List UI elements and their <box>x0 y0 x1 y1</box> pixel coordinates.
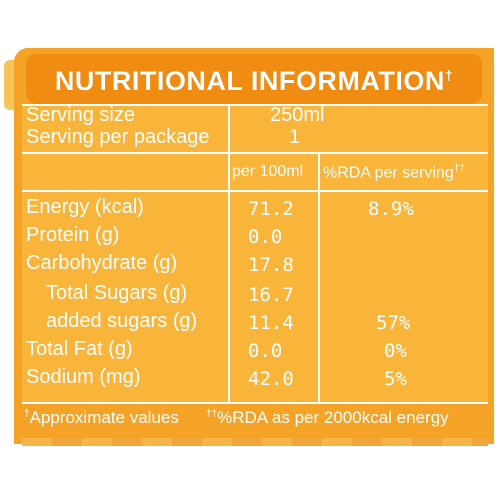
title-bar: NUTRITIONAL INFORMATION† <box>26 54 482 104</box>
footnote-right-mark: †† <box>206 408 218 420</box>
row-per100: 0.0 <box>248 340 283 362</box>
serving-per-package-value: 1 <box>289 126 301 148</box>
footnote-left: †Approximate values <box>24 408 179 428</box>
row-label: Protein (g) <box>26 224 120 246</box>
footnote-left-text: Approximate values <box>29 408 179 427</box>
row-label: Energy (kcal) <box>26 196 144 218</box>
header-rda-mark: †† <box>453 163 465 174</box>
title-text: NUTRITIONAL INFORMATION <box>54 66 445 96</box>
header-rda-text: %RDA per serving <box>323 164 454 182</box>
footnote-left-mark: † <box>24 408 30 420</box>
rule-col-2 <box>318 152 320 402</box>
row-label: Carbohydrate (g) <box>26 252 178 274</box>
row-label: Sodium (mg) <box>26 366 141 388</box>
footnote-right: ††%RDA as per 2000kcal energy <box>206 408 449 428</box>
serving-size-label: Serving size <box>26 104 135 126</box>
serving-size-value: 250ml <box>270 104 325 126</box>
nutrition-table <box>22 104 488 404</box>
header-rda: %RDA per serving†† <box>323 163 465 182</box>
row-per100: 17.8 <box>248 254 294 276</box>
row-per100: 16.7 <box>248 284 294 306</box>
row-label: Total Fat (g) <box>26 338 133 360</box>
rule-serving <box>22 152 488 154</box>
row-per100: 42.0 <box>248 368 294 390</box>
row-rda: 57% <box>376 312 411 334</box>
footnote-right-text: %RDA as per 2000kcal energy <box>217 408 449 427</box>
row-per100: 71.2 <box>248 198 294 220</box>
rule-col-1 <box>228 104 230 404</box>
header-per100: per 100ml <box>232 163 304 180</box>
row-label: added sugars (g) <box>46 310 198 332</box>
panel-title: NUTRITIONAL INFORMATION† <box>26 66 482 97</box>
row-label: Total Sugars (g) <box>46 282 188 304</box>
footnote-bar <box>22 404 488 438</box>
row-rda: 8.9% <box>368 198 414 220</box>
bottom-strip <box>22 438 488 446</box>
row-per100: 0.0 <box>248 226 283 248</box>
rule-top <box>22 104 488 106</box>
title-dagger: † <box>444 67 454 83</box>
serving-per-package-label: Serving per package <box>26 126 210 148</box>
row-per100: 11.4 <box>248 312 294 334</box>
rule-header <box>22 190 488 192</box>
rule-bottom <box>22 402 488 404</box>
row-rda: 5% <box>384 368 407 390</box>
row-rda: 0% <box>384 340 407 362</box>
